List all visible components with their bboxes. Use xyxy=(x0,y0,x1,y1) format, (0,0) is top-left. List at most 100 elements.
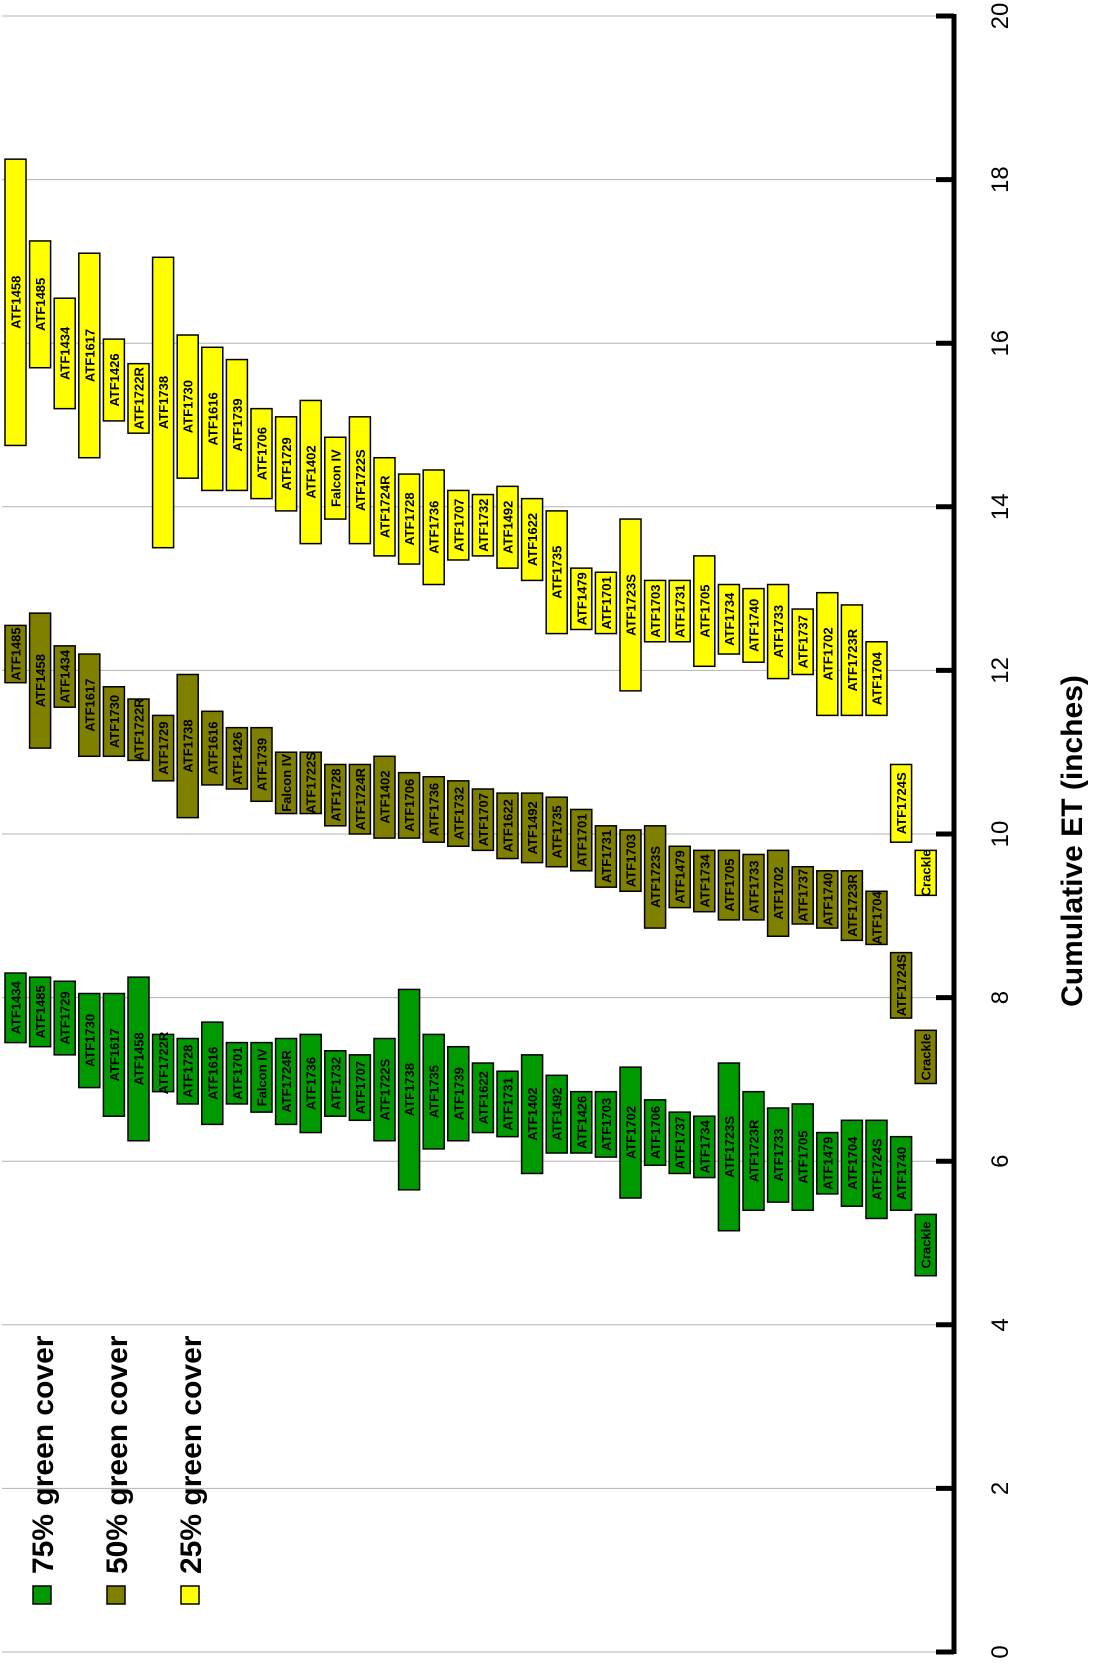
bar-2-8 xyxy=(176,673,199,819)
bar-label-3-2: ATF1485 xyxy=(33,278,48,331)
bar-label-2-7: ATF1729 xyxy=(156,721,171,774)
bar-3-28 xyxy=(668,579,691,643)
bar-label-3-7: ATF1738 xyxy=(156,376,171,429)
bar-3-15 xyxy=(348,416,372,545)
bar-1-35 xyxy=(840,1119,864,1207)
bar-2-3 xyxy=(53,645,76,708)
bar-2-25 xyxy=(594,825,618,888)
bar-1-15 xyxy=(348,1054,372,1122)
bar-label-1-13: ATF1736 xyxy=(304,1057,319,1110)
bar-label-2-9: ATF1616 xyxy=(205,721,220,774)
bar-label-2-25: ATF1731 xyxy=(599,830,614,883)
bar-2-9 xyxy=(201,710,224,786)
bar-label-2-3: ATF1434 xyxy=(58,649,73,703)
bar-label-3-12: ATF1729 xyxy=(279,437,294,490)
bar-label-1-7: ATF1722R xyxy=(156,1031,171,1094)
bar-2-31 xyxy=(742,853,765,921)
bar-3-30 xyxy=(717,583,741,655)
tick-label-0: 0 xyxy=(987,1645,1014,1658)
value-axis: 0 2 4 6 8 10 12 14 16 18 20 xyxy=(936,3,1014,1659)
bar-2-11 xyxy=(250,726,273,803)
bar-1-10 xyxy=(225,1041,249,1105)
bar-label-2-14: ATF1728 xyxy=(328,769,343,822)
bar-2-29 xyxy=(693,849,716,913)
bar-label-3-6: ATF1722R xyxy=(132,367,147,430)
bar-label-1-20: ATF1622 xyxy=(476,1071,491,1124)
bar-label-2-30: ATF1705 xyxy=(722,859,737,912)
tick-label-1: 2 xyxy=(987,1482,1014,1495)
bar-label-3-23: ATF1735 xyxy=(550,546,565,599)
bar-1-11 xyxy=(250,1041,273,1113)
bar-label-3-15: ATF1722S xyxy=(353,449,368,511)
bar-2-23 xyxy=(545,796,568,868)
bar-3-10 xyxy=(225,358,249,492)
bar-label-2-6: ATF1722R xyxy=(132,698,147,761)
bar-label-3-25: ATF1701 xyxy=(599,576,614,629)
bar-3-17 xyxy=(397,473,421,565)
tick-label-8: 16 xyxy=(987,330,1014,357)
bar-1-12 xyxy=(274,1037,298,1126)
tick-label-7: 14 xyxy=(987,493,1014,520)
bar-2-1 xyxy=(4,624,27,684)
series-1: ATF1434 ATF1485 ATF1729 ATF1730 ATF1617 ATF14… xyxy=(4,972,937,1277)
bar-1-19 xyxy=(447,1045,470,1142)
bar-3-24 xyxy=(570,567,593,631)
legend-label-2: 50% green cover xyxy=(101,1335,134,1574)
bar-label-1-15: ATF1707 xyxy=(353,1061,368,1114)
bar-label-1-25: ATF1703 xyxy=(599,1098,614,1151)
bar-1-13 xyxy=(299,1033,322,1134)
bar-label-1-6: ATF1458 xyxy=(132,1032,147,1085)
bar-label-3-4: ATF1617 xyxy=(82,329,97,382)
bar-3-23 xyxy=(545,510,568,635)
bar-2-36 xyxy=(865,890,888,946)
bar-1-37 xyxy=(889,1135,913,1212)
bar-1-23 xyxy=(545,1074,568,1154)
bar-label-1-5: ATF1617 xyxy=(107,1028,122,1081)
legend-swatch-3 xyxy=(180,1585,200,1605)
bar-label-2-2: ATF1458 xyxy=(33,654,48,707)
bar-2-38 xyxy=(914,1029,937,1085)
bar-label-2-4: ATF1617 xyxy=(82,679,97,732)
bar-label-3-18: ATF1736 xyxy=(427,501,442,554)
bar-label-1-26: ATF1702 xyxy=(624,1106,639,1159)
bar-2-16 xyxy=(373,755,396,839)
bar-label-2-23: ATF1735 xyxy=(550,805,565,858)
bar-label-3-26: ATF1723S xyxy=(624,574,639,636)
bar-3-31 xyxy=(742,587,765,663)
bar-2-32 xyxy=(766,849,790,937)
bar-1-31 xyxy=(742,1090,765,1212)
bar-label-1-10: ATF1701 xyxy=(230,1047,245,1100)
bar-1-8 xyxy=(176,1037,199,1105)
bar-label-1-30: ATF1723S xyxy=(722,1116,737,1178)
bar-3-5 xyxy=(102,338,126,422)
bar-1-29 xyxy=(693,1115,716,1179)
bar-label-2-35: ATF1723R xyxy=(845,874,860,937)
bar-2-30 xyxy=(717,849,741,921)
bar-label-1-1: ATF1434 xyxy=(9,980,24,1034)
bar-1-33 xyxy=(791,1103,814,1212)
bar-label-2-19: ATF1732 xyxy=(451,787,466,840)
bar-2-21 xyxy=(496,792,519,860)
bar-label-1-19: ATF1739 xyxy=(451,1067,466,1120)
bar-2-20 xyxy=(471,788,495,852)
bar-2-15 xyxy=(348,763,372,835)
bar-label-1-34: ATF1479 xyxy=(820,1137,835,1190)
bar-1-5 xyxy=(102,992,126,1117)
bar-3-36 xyxy=(865,641,888,717)
tick-label-10: 20 xyxy=(987,3,1014,30)
bar-1-36 xyxy=(865,1119,888,1220)
bar-1-2 xyxy=(28,976,52,1048)
bar-2-18 xyxy=(422,775,445,843)
bar-1-22 xyxy=(520,1054,544,1175)
bar-label-2-1: ATF1485 xyxy=(9,627,24,680)
bar-label-1-4: ATF1730 xyxy=(82,1014,97,1067)
bar-3-11 xyxy=(250,407,273,500)
bar-label-2-5: ATF1730 xyxy=(107,695,122,748)
bar-2-14 xyxy=(324,763,347,827)
tick-label-4: 8 xyxy=(987,991,1014,1004)
bar-label-1-17: ATF1738 xyxy=(402,1063,417,1116)
bar-label-1-11: Falcon IV xyxy=(255,1048,270,1106)
bar-label-1-37: ATF1740 xyxy=(894,1147,909,1200)
legend-label-3: 25% green cover xyxy=(175,1335,208,1574)
